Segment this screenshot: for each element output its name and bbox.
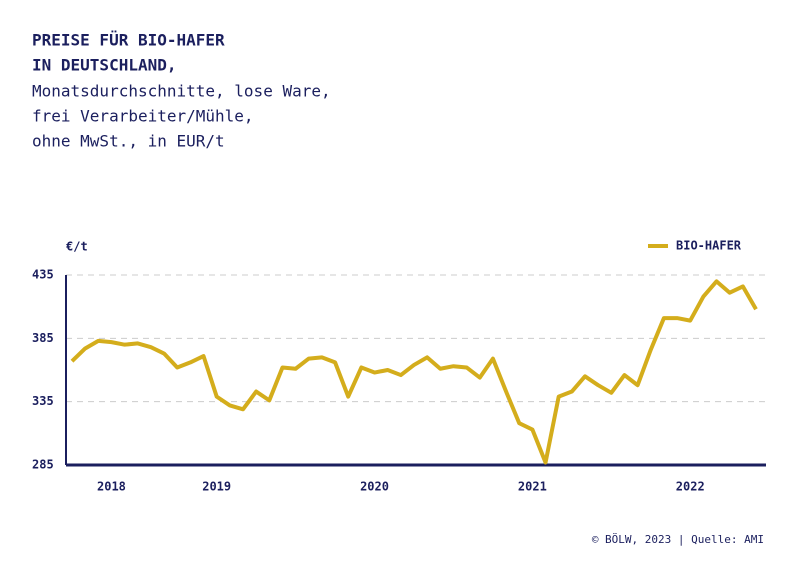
y-tick-label: 285 — [32, 458, 54, 472]
series-line — [70, 279, 758, 465]
x-tick-label: 2018 — [97, 480, 126, 494]
title-line: PREISE FÜR BIO-HAFER — [32, 31, 225, 50]
x-tick-label: 2019 — [202, 480, 231, 494]
subtitle-line: frei Verarbeiter/Mühle, — [32, 107, 254, 126]
subtitle-line: ohne MwSt., in EUR/t — [32, 132, 225, 151]
y-tick-label: 335 — [32, 394, 54, 408]
y-tick-label: 385 — [32, 331, 54, 345]
legend-label: BIO-HAFER — [676, 239, 742, 253]
subtitle-line: Monatsdurchschnitte, lose Ware, — [32, 82, 331, 101]
x-tick-label: 2020 — [360, 480, 389, 494]
x-tick-label: 2022 — [676, 480, 705, 494]
y-tick-label: 435 — [32, 268, 54, 282]
y-axis-label: €/t — [66, 240, 88, 254]
source: © BÖLW, 2023 | Quelle: AMI — [592, 533, 764, 546]
x-tick-label: 2021 — [518, 480, 547, 494]
title-line: IN DEUTSCHLAND, — [32, 56, 177, 75]
